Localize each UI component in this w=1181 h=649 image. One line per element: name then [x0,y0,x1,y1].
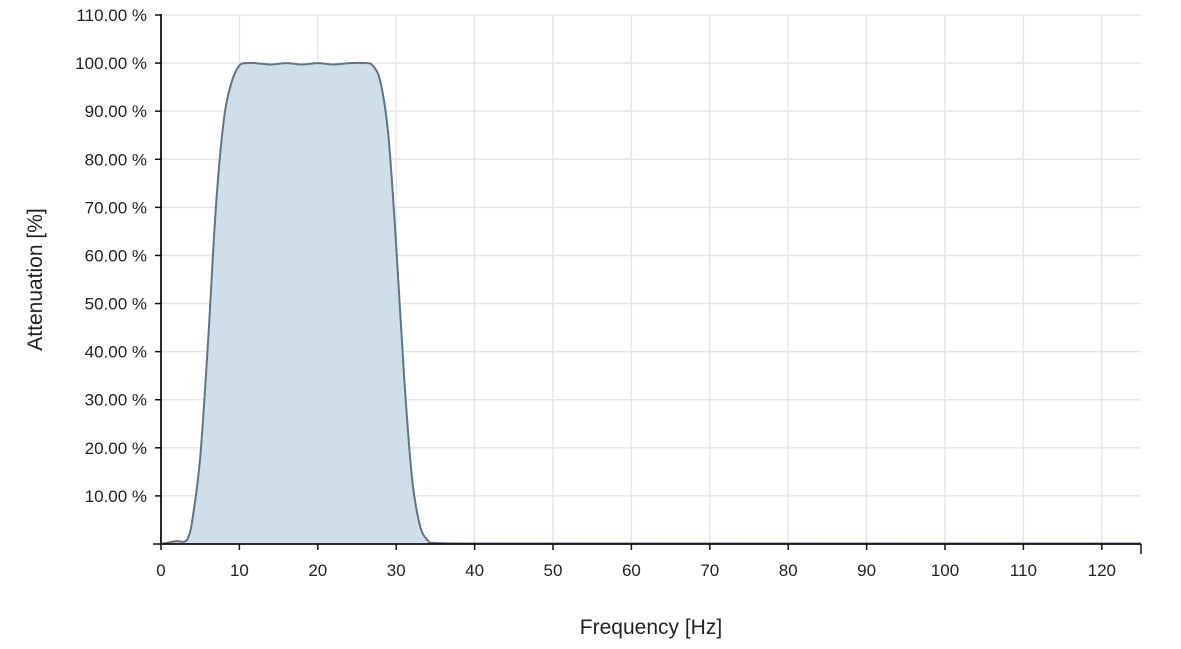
x-tick-label: 20 [308,561,327,580]
x-tick-label: 70 [700,561,719,580]
x-tick-label: 100 [931,561,959,580]
x-tick-label: 90 [857,561,876,580]
x-tick-label: 0 [156,561,165,580]
y-tick-label: 20.00 % [85,439,147,458]
x-tick-label: 60 [622,561,641,580]
x-tick-label: 120 [1088,561,1116,580]
grid [161,14,1141,544]
y-tick-label: 40.00 % [85,343,147,362]
x-tick-label: 50 [544,561,563,580]
x-axis-title: Frequency [Hz] [580,616,722,639]
x-tick-label: 110 [1010,561,1037,580]
y-tick-label: 100.00 % [75,54,147,73]
y-tick-label: 60.00 % [85,246,147,265]
x-axis: 0 10 20 30 40 50 60 70 80 90 100 110 120 [156,543,1142,580]
y-tick-label: 110.00 % [76,6,147,25]
x-tick-label: 10 [230,561,249,580]
y-tick-label: 30.00 % [85,391,147,410]
series-area-fill [161,62,1141,544]
y-tick-label: 70.00 % [85,198,147,217]
x-tick-label: 30 [387,561,406,580]
y-axis-title: Attenuation [%] [24,208,47,350]
x-tick-label: 80 [779,561,798,580]
y-tick-label: 90.00 % [85,102,147,121]
y-tick-label: 50.00 % [85,295,147,314]
y-axis: 10.00 % 20.00 % 30.00 % 40.00 % 50.00 % 60.00… [75,6,162,545]
y-tick-label: 80.00 % [85,150,147,169]
x-tick-label: 40 [465,561,484,580]
y-tick-label: 10.00 % [85,487,147,506]
